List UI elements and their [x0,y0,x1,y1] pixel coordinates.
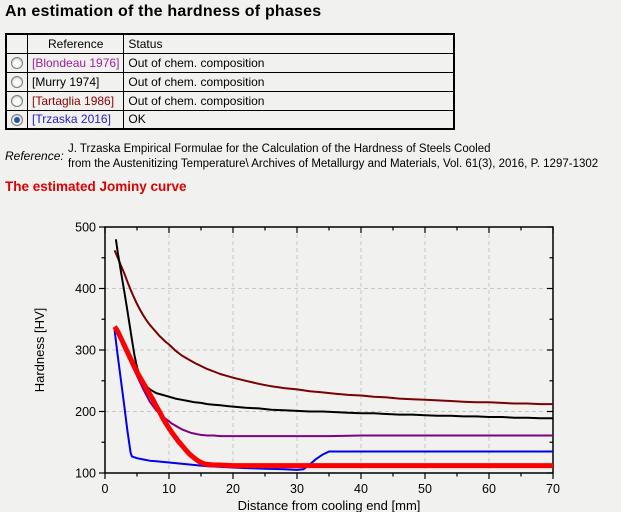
radio-unselected[interactable] [11,76,23,89]
radio-cell [5,109,28,130]
y-tick-label: 400 [75,282,96,296]
y-tick-label: 500 [75,221,96,235]
radio-cell [5,52,28,73]
curve-estimated-jominy-curve [112,325,553,469]
header-cell-empty [5,33,28,54]
reference-row[interactable]: [Murry 1974] Out of chem. composition [5,71,455,92]
radio-selected[interactable] [11,114,23,127]
x-tick-label: 20 [226,482,240,496]
jominy-curve-heading: The estimated Jominy curve [5,179,187,194]
radio-cell [5,90,28,111]
radio-cell [5,71,28,92]
x-tick-label: 50 [418,482,432,496]
radio-dot [14,117,20,124]
reference-link[interactable]: [Tartaglia 1986] [26,90,125,111]
reference-link[interactable]: [Murry 1974] [26,71,125,92]
x-tick-label: 30 [290,482,304,496]
reference-section: Reference: J. Trzaska Empirical Formulae… [5,142,598,172]
reference-row[interactable]: [Blondeau 1976] Out of chem. composition [5,52,455,73]
x-axis-title: Distance from cooling end [mm] [238,498,421,512]
header-cell-reference: Reference [26,33,125,54]
status-cell: Out of chem. composition [123,90,455,111]
y-axis-title: Hardness [HV] [32,308,47,393]
table-header-row: Reference Status [5,33,455,54]
status-cell: Out of chem. composition [123,52,455,73]
status-cell: Out of chem. composition [123,71,455,92]
y-tick-label: 300 [75,344,96,358]
radio-unselected[interactable] [11,57,23,70]
curve-tartaglia-1986 [113,250,553,406]
reference-citation-line1: J. Trzaska Empirical Formulae for the Ca… [68,143,491,155]
reference-row[interactable]: [Tartaglia 1986] Out of chem. composition [5,90,455,111]
x-tick-label: 70 [546,482,560,496]
reference-link[interactable]: [Blondeau 1976] [26,52,125,73]
page-title: An estimation of the hardness of phases [5,3,322,20]
y-tick-label: 100 [75,467,96,481]
references-table: Reference Status [Blondeau 1976] Out of c… [5,33,455,130]
jominy-chart: 0 10 20 30 40 50 60 70 100 200 300 400 500 Distance f… [0,210,621,512]
x-tick-label: 0 [102,482,109,496]
x-tick-label: 40 [354,482,368,496]
header-cell-status: Status [123,33,455,54]
y-tick-label: 200 [75,405,96,419]
reference-label: Reference: [5,149,64,163]
x-tick-label: 10 [162,482,176,496]
reference-citation: J. Trzaska Empirical Formulae for the Ca… [68,142,598,172]
jominy-chart-svg: 0 10 20 30 40 50 60 70 100 200 300 400 500 Distance f… [32,221,560,512]
curve-murry-1974 [114,239,553,420]
curve-blondeau-1976 [113,328,553,438]
reference-row[interactable]: [Trzaska 2016] OK [5,109,455,130]
radio-unselected[interactable] [11,95,23,108]
x-tick-label: 60 [482,482,496,496]
status-cell: OK [123,109,455,130]
reference-citation-line2: from the Austenitizing Temperature\ Arch… [68,158,599,170]
reference-link[interactable]: [Trzaska 2016] [26,109,125,130]
